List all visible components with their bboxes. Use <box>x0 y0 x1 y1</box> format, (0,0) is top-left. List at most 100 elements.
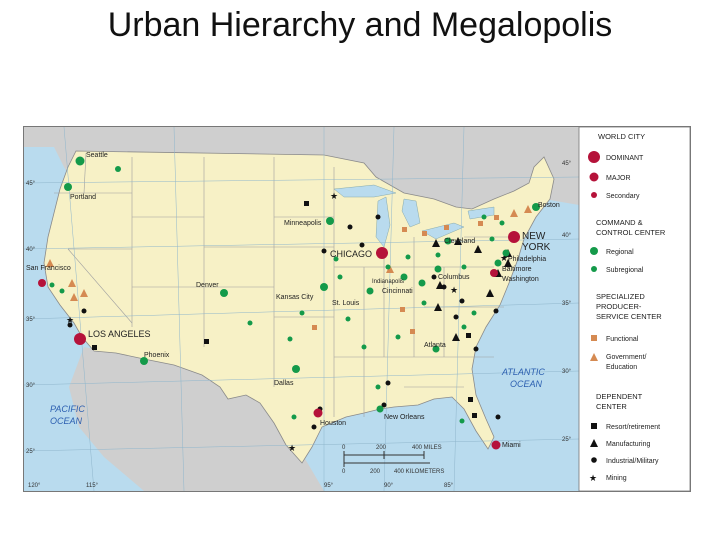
legend-government-label: Government/ <box>606 354 647 361</box>
city-newyork-label-2: YORK <box>522 242 551 253</box>
city-markers: Seattle Portland San Francisco LOS ANGEL… <box>26 152 560 450</box>
city-cleveland-marker <box>444 237 452 245</box>
atlantic-ocean-label: ATLANTIC <box>501 367 545 377</box>
city-newyork-label: NEW <box>522 231 546 242</box>
svg-text:90°: 90° <box>384 483 394 489</box>
legend-resort-label: Resort/retirement <box>606 424 660 431</box>
legend-subregional-label: Subregional <box>606 267 644 274</box>
legend-dependent-title-2: CENTER <box>596 402 627 411</box>
city-miami-marker <box>491 440 501 450</box>
city-cleveland-label: Cleveland <box>444 238 475 245</box>
svg-text:35°: 35° <box>26 317 36 323</box>
svg-text:0: 0 <box>342 445 346 451</box>
legend-industrial-label: Industrial/Military <box>606 458 659 465</box>
svg-text:200: 200 <box>370 469 381 475</box>
lat-labels: 45° 40° 35° 30° 25° 45° 40° 35° 30° 25° <box>26 161 572 455</box>
city-minneapolis-marker <box>326 217 334 225</box>
city-columbus-label: Columbus <box>438 274 470 281</box>
city-phoenix-label: Phoenix <box>144 352 170 359</box>
svg-text:120°: 120° <box>28 483 41 489</box>
city-kansascity-label: Kansas City <box>276 294 314 301</box>
city-indianapolis-label: Indianapolis <box>372 279 404 285</box>
svg-text:115°: 115° <box>86 483 99 489</box>
svg-text:★: ★ <box>500 253 508 263</box>
legend-specialized-title: SPECIALIZED <box>596 292 645 301</box>
city-kansascity-marker <box>320 283 328 291</box>
city-boston-marker <box>532 203 540 211</box>
city-washington-marker <box>490 269 498 277</box>
city-seattle-label: Seattle <box>86 152 108 159</box>
city-denver-marker <box>220 289 228 297</box>
city-newyork-marker <box>508 231 520 243</box>
city-chicago-marker <box>376 247 388 259</box>
mexico-land <box>69 347 324 491</box>
city-minneapolis-label: Minneapolis <box>284 220 322 227</box>
legend-world-city-title: WORLD CITY <box>598 132 645 141</box>
svg-text:45°: 45° <box>26 181 36 187</box>
svg-text:85°: 85° <box>444 483 454 489</box>
svg-text:45°: 45° <box>562 161 572 167</box>
legend-dominant-label: DOMINANT <box>606 155 644 162</box>
city-neworleans-marker <box>376 405 384 413</box>
legend-functional-label: Functional <box>606 336 639 343</box>
legend-dependent-title: DEPENDENT <box>596 392 643 401</box>
city-portland-marker <box>64 183 72 191</box>
legend-command-title-2: CONTROL CENTER <box>596 228 666 237</box>
city-philadelphia-label: Philadelphia <box>508 256 546 263</box>
us-urban-hierarchy-map: PACIFIC OCEAN ATLANTIC OCEAN 45° 40° 35°… <box>23 126 691 492</box>
city-philadelphia-marker <box>502 249 510 257</box>
svg-text:★: ★ <box>589 473 597 483</box>
legend-major-label: MAJOR <box>606 175 631 182</box>
scale-bar: 0 200 400 MILES 0 200 400 KILOMETERS <box>342 445 444 475</box>
great-lakes <box>333 184 495 248</box>
svg-text:30°: 30° <box>562 369 572 375</box>
city-houston-marker <box>313 408 323 418</box>
pacific-ocean-label: PACIFIC <box>50 404 85 414</box>
svg-text:200: 200 <box>376 445 387 451</box>
city-seattle-marker <box>75 156 85 166</box>
svg-text:0: 0 <box>342 469 346 475</box>
svg-text:40°: 40° <box>562 233 572 239</box>
city-losangeles-label: LOS ANGELES <box>88 329 151 339</box>
legend-secondary-label: Secondary <box>606 193 640 200</box>
svg-text:400 KILOMETERS: 400 KILOMETERS <box>394 469 444 475</box>
map-legend: WORLD CITY DOMINANT MAJOR Secondary COMM… <box>578 127 690 491</box>
city-washington-label: Washington <box>502 276 539 283</box>
city-indianapolis-marker <box>400 273 408 281</box>
city-stlouis-label: St. Louis <box>332 300 360 307</box>
atlantic-ocean-label-2: OCEAN <box>510 379 543 389</box>
city-denver-label: Denver <box>196 282 219 289</box>
city-cincinnati-marker <box>418 279 426 287</box>
svg-text:25°: 25° <box>562 437 572 443</box>
legend-regional-label: Regional <box>606 249 634 256</box>
lon-labels: 120° 115° 95° 90° 85° <box>28 483 454 489</box>
city-losangeles-marker <box>74 333 86 345</box>
city-dallas-marker <box>292 365 300 373</box>
city-dallas-label: Dallas <box>274 380 294 387</box>
svg-text:30°: 30° <box>26 383 36 389</box>
city-stlouis-marker <box>366 287 374 295</box>
city-neworleans-label: New Orleans <box>384 414 425 421</box>
city-miami-label: Miami <box>502 442 521 449</box>
svg-text:25°: 25° <box>26 449 36 455</box>
city-atlanta-label: Atlanta <box>424 342 446 349</box>
svg-text:★: ★ <box>330 191 338 201</box>
city-boston-label: Boston <box>538 202 560 209</box>
pacific-ocean-label-2: OCEAN <box>50 416 83 426</box>
svg-text:★: ★ <box>288 443 296 453</box>
legend-command-title: COMMAND & <box>596 218 643 227</box>
city-columbus-marker <box>434 265 442 273</box>
svg-text:40°: 40° <box>26 247 36 253</box>
city-cincinnati-label: Cincinnati <box>382 288 413 295</box>
svg-text:35°: 35° <box>562 301 572 307</box>
svg-text:★: ★ <box>450 285 458 295</box>
svg-text:95°: 95° <box>324 483 334 489</box>
svg-text:★: ★ <box>66 315 74 325</box>
legend-specialized-title-2: PRODUCER- <box>596 302 642 311</box>
city-baltimore-marker <box>494 259 502 267</box>
city-phoenix-marker <box>140 357 148 365</box>
city-houston-label: Houston <box>320 420 346 427</box>
city-sanfrancisco-label: San Francisco <box>26 265 71 272</box>
legend-manufacturing-label: Manufacturing <box>606 441 650 448</box>
slide-title: Urban Hierarchy and Megalopolis <box>107 6 613 44</box>
